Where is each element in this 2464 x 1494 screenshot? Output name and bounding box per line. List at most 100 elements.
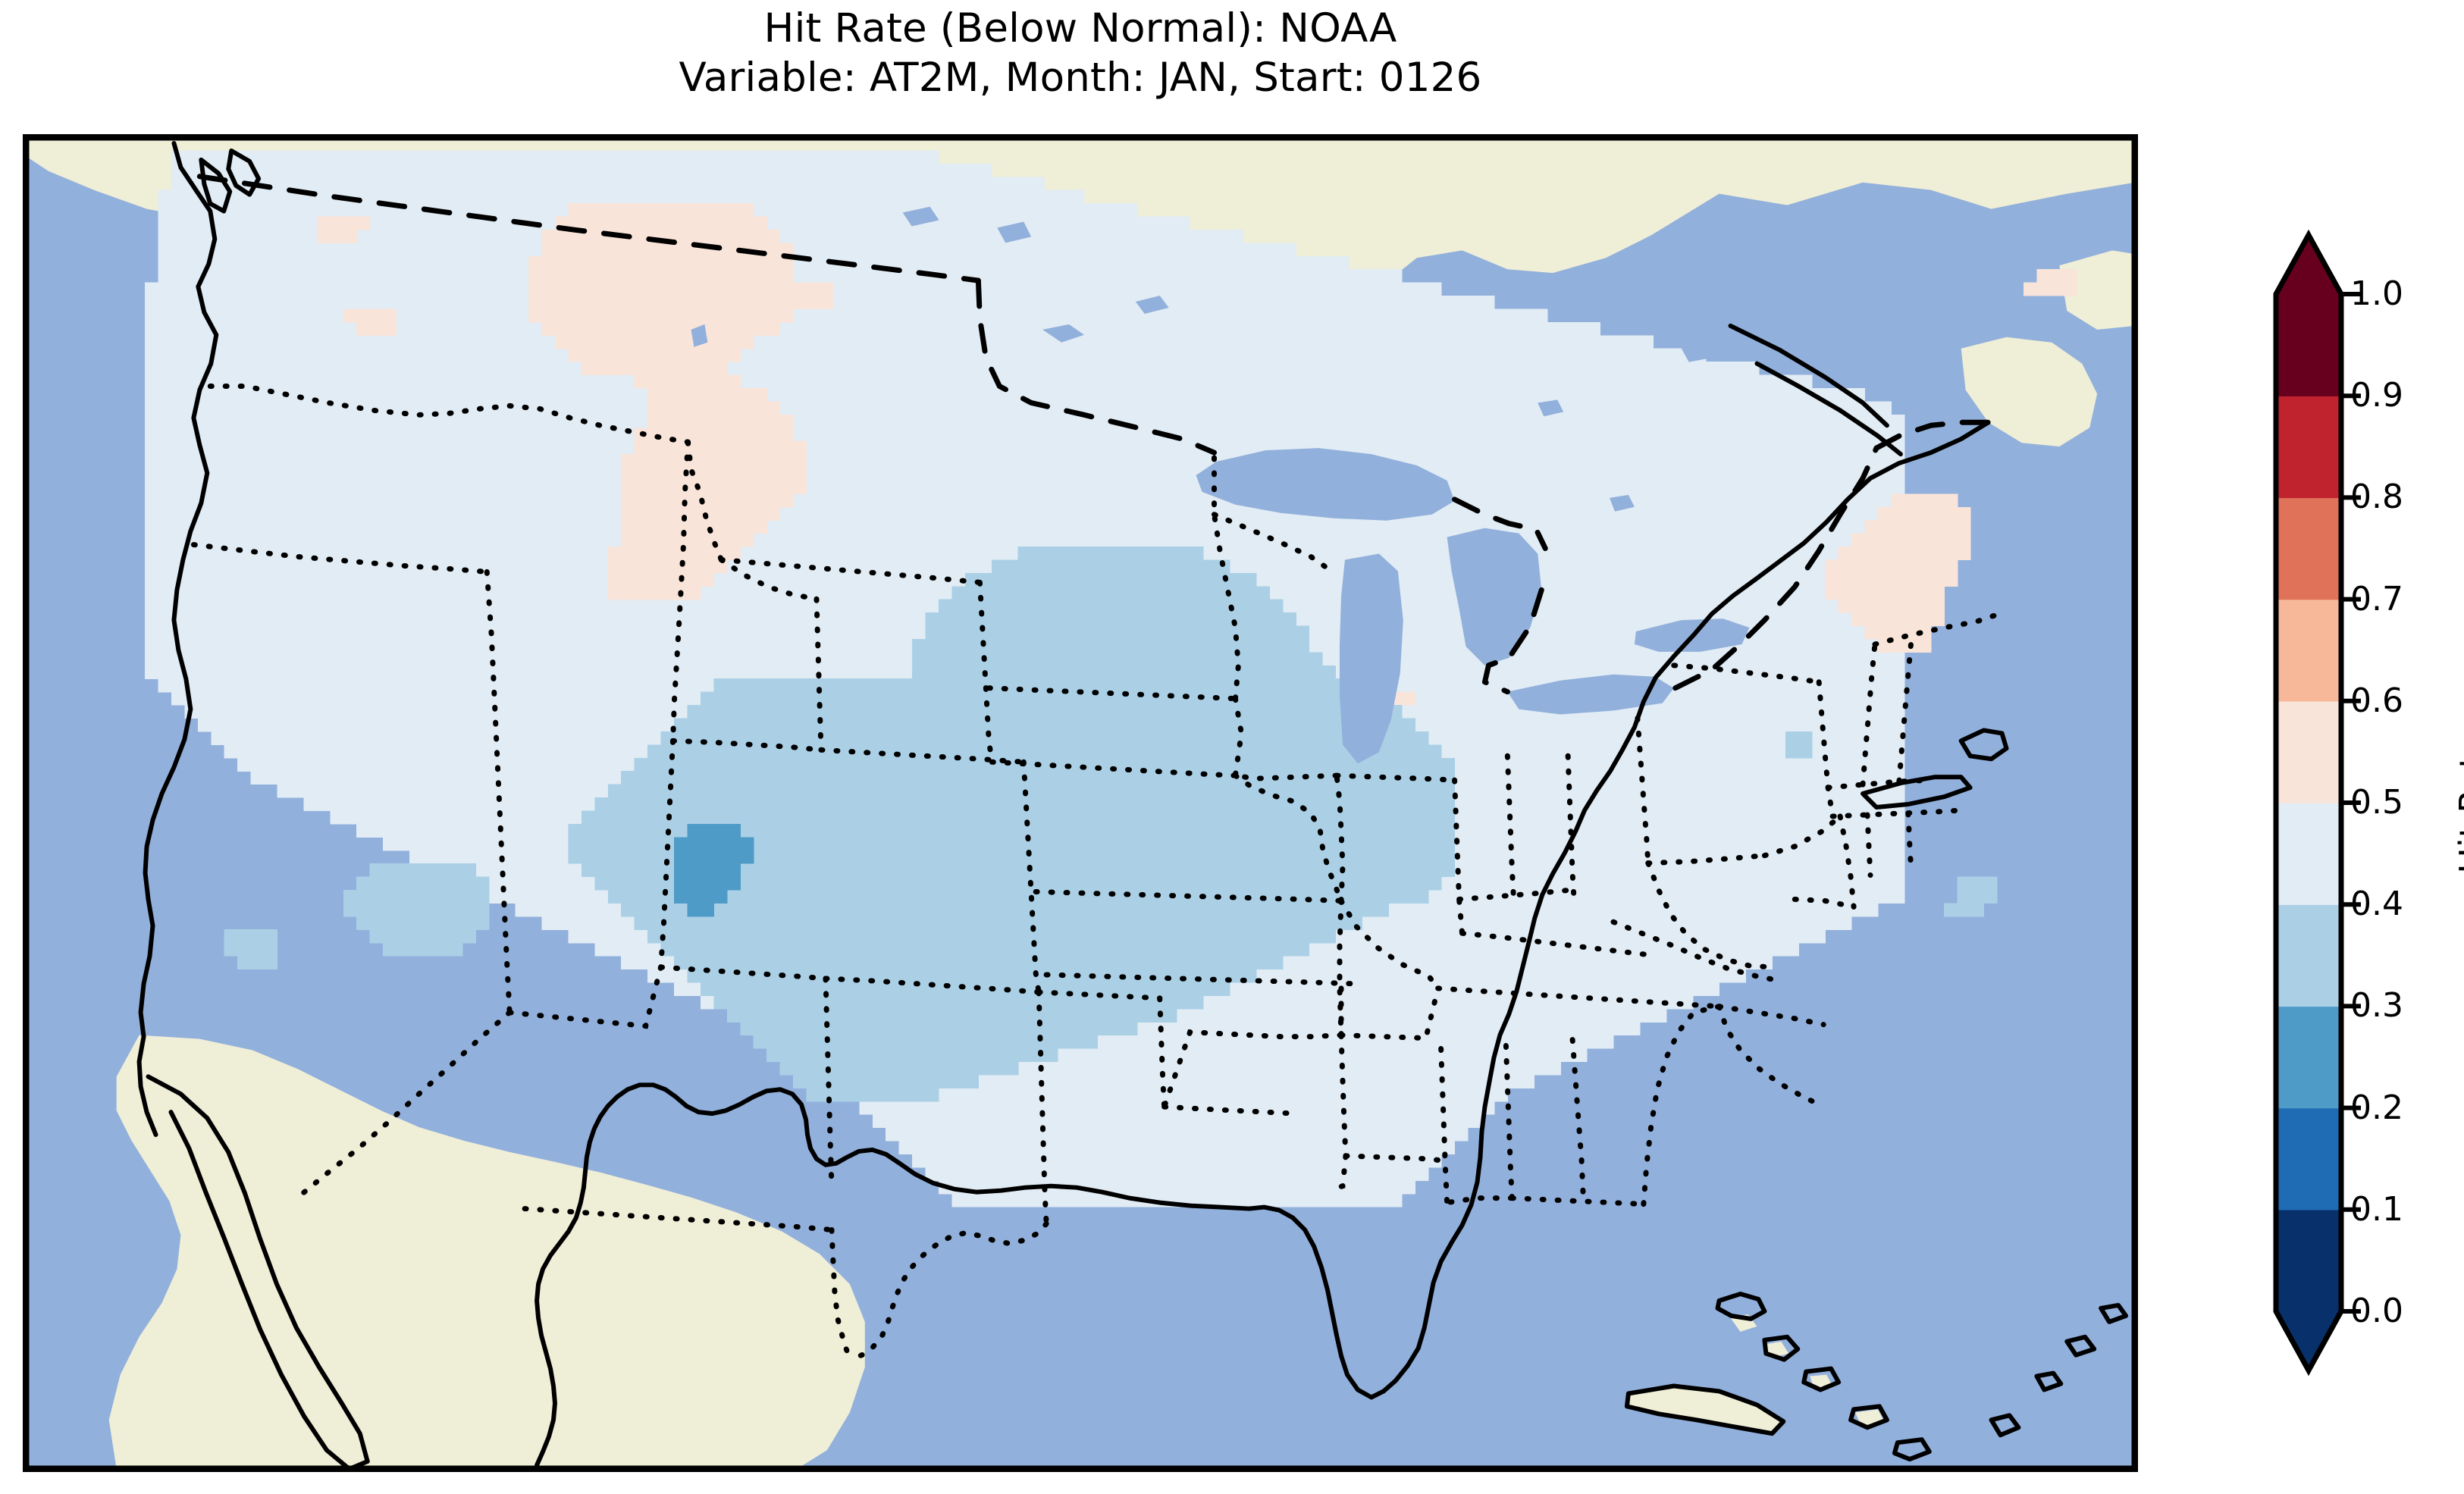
colorbar: 1.0 0.9 0.8 0.7 0.6 0.5 0.4 0.3 0.2 0.1 0.0 Hit Ra… xyxy=(2271,227,2464,1380)
hit-rate-cell xyxy=(740,1022,1138,1036)
colorbar-tick-labels: 1.0 0.9 0.8 0.7 0.6 0.5 0.4 0.3 0.2 0.1 0.0 xyxy=(2350,227,2441,1380)
hit-rate-cell xyxy=(145,335,1654,349)
hit-rate-cell xyxy=(621,506,781,521)
colorbar-bin-0.8-0.9 xyxy=(2276,396,2341,499)
hit-rate-cell xyxy=(145,414,1905,428)
hit-rate-cell xyxy=(1838,599,1945,613)
hit-rate-cell xyxy=(634,757,1456,772)
hit-rate-cell xyxy=(158,189,1085,204)
hit-rate-cell xyxy=(925,625,1310,640)
hit-rate-cell xyxy=(607,547,741,561)
colorbar-tick-label: 0.4 xyxy=(2350,885,2403,924)
colorbar-swatches xyxy=(2273,229,2361,1377)
hit-rate-cell xyxy=(316,216,371,230)
colorbar-extend-min-arrow xyxy=(2276,1311,2341,1370)
hit-rate-cell xyxy=(568,348,741,362)
chart-title: Hit Rate (Below Normal): NOAA Variable: … xyxy=(0,5,2161,102)
hit-rate-cell xyxy=(766,282,834,296)
hit-rate-cell xyxy=(581,362,728,376)
hit-rate-cell xyxy=(343,889,490,904)
hit-rate-cell xyxy=(793,1074,979,1088)
hit-rate-cell xyxy=(145,374,1813,389)
hit-rate-cell xyxy=(528,296,807,310)
hit-rate-cell xyxy=(1864,625,1932,640)
hit-rate-cell xyxy=(568,823,1456,838)
hit-rate-cell xyxy=(647,414,794,428)
hit-rate-cell xyxy=(1944,903,1985,917)
hit-rate-cell xyxy=(674,850,754,864)
colorbar-axis-label: Hit Rate xyxy=(2451,733,2464,874)
hit-rate-cell xyxy=(145,348,1707,362)
hit-rate-cell xyxy=(713,995,1204,1010)
colorbar-bin-0.3-0.4 xyxy=(2276,904,2341,1007)
hit-rate-cell xyxy=(2023,282,2077,296)
hit-rate-cell xyxy=(621,533,754,547)
hit-rate-cell xyxy=(806,1088,939,1102)
hit-rate-cell xyxy=(687,705,1403,719)
hit-rate-cell xyxy=(991,559,1230,574)
hit-rate-cell xyxy=(925,612,1296,627)
hit-rate-cell xyxy=(369,863,476,878)
hit-rate-cell xyxy=(581,863,1456,878)
hit-rate-cell xyxy=(964,572,1257,587)
hit-rate-cell xyxy=(383,942,463,957)
colorbar-tick-label: 0.0 xyxy=(2350,1292,2403,1330)
hit-rate-cell xyxy=(145,428,1905,442)
hit-rate-cell xyxy=(886,1127,1469,1142)
hit-rate-cell xyxy=(674,876,741,891)
colorbar-tick-label: 0.2 xyxy=(2350,1088,2403,1127)
hit-rate-cell xyxy=(1785,731,1813,745)
hit-rate-cell xyxy=(1877,506,1971,521)
hit-rate-cell xyxy=(1825,572,1958,587)
colorbar-bin-0.4-0.5 xyxy=(2276,803,2341,905)
hit-rate-cell xyxy=(369,929,476,944)
colorbar-bin-0.0-0.1 xyxy=(2276,1209,2341,1312)
hit-rate-cell xyxy=(343,903,490,917)
map-plot xyxy=(26,137,2135,1469)
hit-rate-cell xyxy=(171,163,992,177)
colorbar-tick-label: 0.5 xyxy=(2350,783,2403,822)
hit-rate-cell xyxy=(621,467,807,481)
colorbar-bin-0.9-1.0 xyxy=(2276,294,2341,396)
hit-rate-cell xyxy=(528,269,794,283)
coastlines xyxy=(136,140,2129,1469)
hit-rate-cell xyxy=(621,903,1389,917)
hit-rate-cell xyxy=(1851,533,1971,547)
hit-rate-cell xyxy=(607,586,701,600)
hit-rate-cell xyxy=(1957,889,1998,904)
hit-rate-cell xyxy=(541,321,781,336)
hit-rate-cell xyxy=(528,309,794,323)
hit-rate-cell xyxy=(687,903,714,917)
great-lakes xyxy=(691,206,1750,764)
hit-rate-cell xyxy=(832,1074,1535,1088)
hit-rate-cell xyxy=(541,243,794,257)
hit-rate-cell xyxy=(145,533,1905,547)
hit-rate-cell xyxy=(528,255,794,270)
colorbar-bin-0.1-0.2 xyxy=(2276,1107,2341,1211)
colorbar-tick-label: 0.6 xyxy=(2350,681,2403,720)
title-line-2: Variable: AT2M, Month: JAN, Start: 0126 xyxy=(679,54,1482,101)
hit-rate-cell xyxy=(145,387,1866,402)
colorbar-bin-0.6-0.7 xyxy=(2276,599,2341,702)
hit-rate-cell xyxy=(674,863,741,878)
hit-rate-cell xyxy=(145,467,1905,481)
hit-rate-cell xyxy=(660,731,1429,745)
colorbar-tick-label: 0.8 xyxy=(2350,478,2403,517)
hit-rate-cell xyxy=(779,296,834,310)
hit-rate-cell xyxy=(145,493,1905,508)
hit-rate-cell xyxy=(528,282,807,296)
colorbar-tick-label: 0.7 xyxy=(2350,579,2403,619)
hit-rate-cell xyxy=(674,956,1284,970)
colorbar-bin-0.2-0.3 xyxy=(2276,1006,2341,1109)
colorbar-tick-label: 0.3 xyxy=(2350,986,2403,1026)
hit-rate-cell xyxy=(912,665,1337,679)
hit-rate-cell xyxy=(607,889,1429,904)
hit-rate-cell xyxy=(171,177,1045,191)
hit-rate-cell xyxy=(607,572,714,587)
hit-rate-cell xyxy=(224,929,278,944)
hit-rate-cell xyxy=(766,1048,1058,1063)
hit-rate-cell xyxy=(647,929,1337,944)
hit-rate-cell xyxy=(647,387,767,402)
hit-rate-cell xyxy=(568,850,1456,864)
hit-rate-cell xyxy=(568,837,1456,851)
